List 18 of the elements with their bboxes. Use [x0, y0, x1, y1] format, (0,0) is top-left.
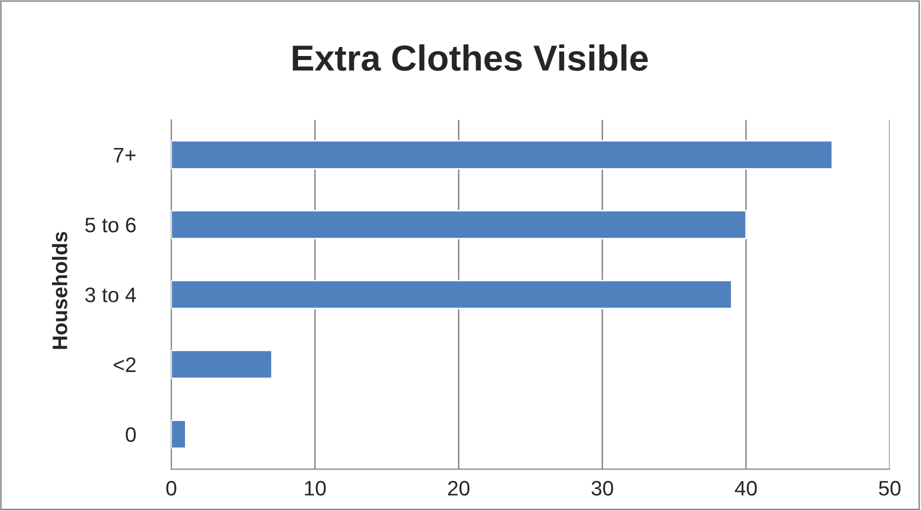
y-tick-label: 0: [126, 427, 136, 442]
bar: [171, 140, 833, 170]
x-tick-label: 30: [592, 480, 614, 496]
chart-title: Extra Clothes Visible: [292, 44, 648, 71]
bar: [171, 210, 747, 240]
y-tick-label: 7+: [114, 148, 136, 162]
x-tick-label: 20: [448, 480, 470, 496]
x-tick-label: 0: [166, 480, 176, 496]
y-axis-title: Households: [52, 232, 68, 349]
y-tick-label: <2: [114, 357, 136, 372]
x-tick-label: 50: [878, 480, 900, 496]
bar: [171, 350, 273, 380]
y-tick-label: 5 to 6: [85, 218, 136, 232]
x-tick-label: 40: [734, 480, 757, 496]
bar: [171, 420, 186, 449]
x-tick-label: 10: [304, 480, 326, 496]
bar: [171, 280, 732, 310]
y-tick-label: 3 to 4: [85, 288, 136, 302]
